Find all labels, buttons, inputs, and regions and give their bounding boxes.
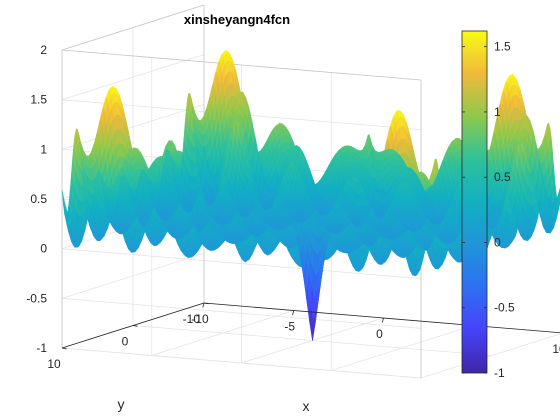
y-gridline bbox=[61, 347, 422, 379]
surface-mesh bbox=[61, 49, 560, 341]
box-edge bbox=[61, 4, 205, 51]
box-edge bbox=[61, 49, 422, 81]
surface-patch bbox=[61, 189, 67, 218]
